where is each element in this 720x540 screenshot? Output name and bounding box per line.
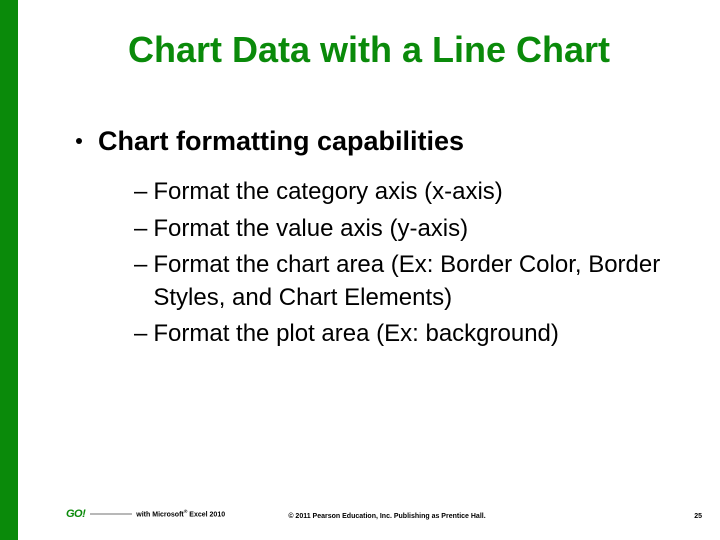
dash-icon: – [134, 213, 147, 245]
bullet-level1: Chart formatting capabilities [76, 125, 672, 159]
sub-bullet-list: – Format the category axis (x-axis) – Fo… [76, 176, 672, 350]
content-area: Chart formatting capabilities – Format t… [18, 70, 720, 351]
bullet-level2: – Format the category axis (x-axis) [134, 176, 672, 208]
page-number: 25 [694, 513, 702, 520]
bullet-level2-text: Format the plot area (Ex: background) [153, 318, 559, 350]
accent-left-bar [0, 0, 18, 540]
footer-copyright: © 2011 Pearson Education, Inc. Publishin… [36, 513, 720, 520]
bullet-dot-icon [76, 138, 82, 144]
dash-icon: – [134, 318, 147, 350]
bullet-level2-text: Format the value axis (y-axis) [153, 213, 468, 245]
dash-icon: – [134, 249, 147, 281]
bullet-level2: – Format the value axis (y-axis) [134, 213, 672, 245]
bullet-level1-text: Chart formatting capabilities [98, 125, 464, 159]
dash-icon: – [134, 176, 147, 208]
bullet-level2: – Format the chart area (Ex: Border Colo… [134, 249, 672, 314]
bullet-level2-text: Format the chart area (Ex: Border Color,… [153, 249, 672, 314]
slide-title: Chart Data with a Line Chart [18, 0, 720, 70]
bullet-level2: – Format the plot area (Ex: background) [134, 318, 672, 350]
slide-body: Chart Data with a Line Chart Chart forma… [18, 0, 720, 540]
bullet-level2-text: Format the category axis (x-axis) [153, 176, 502, 208]
slide-footer: GO! with Microsoft® Excel 2010 © 2011 Pe… [36, 502, 720, 522]
